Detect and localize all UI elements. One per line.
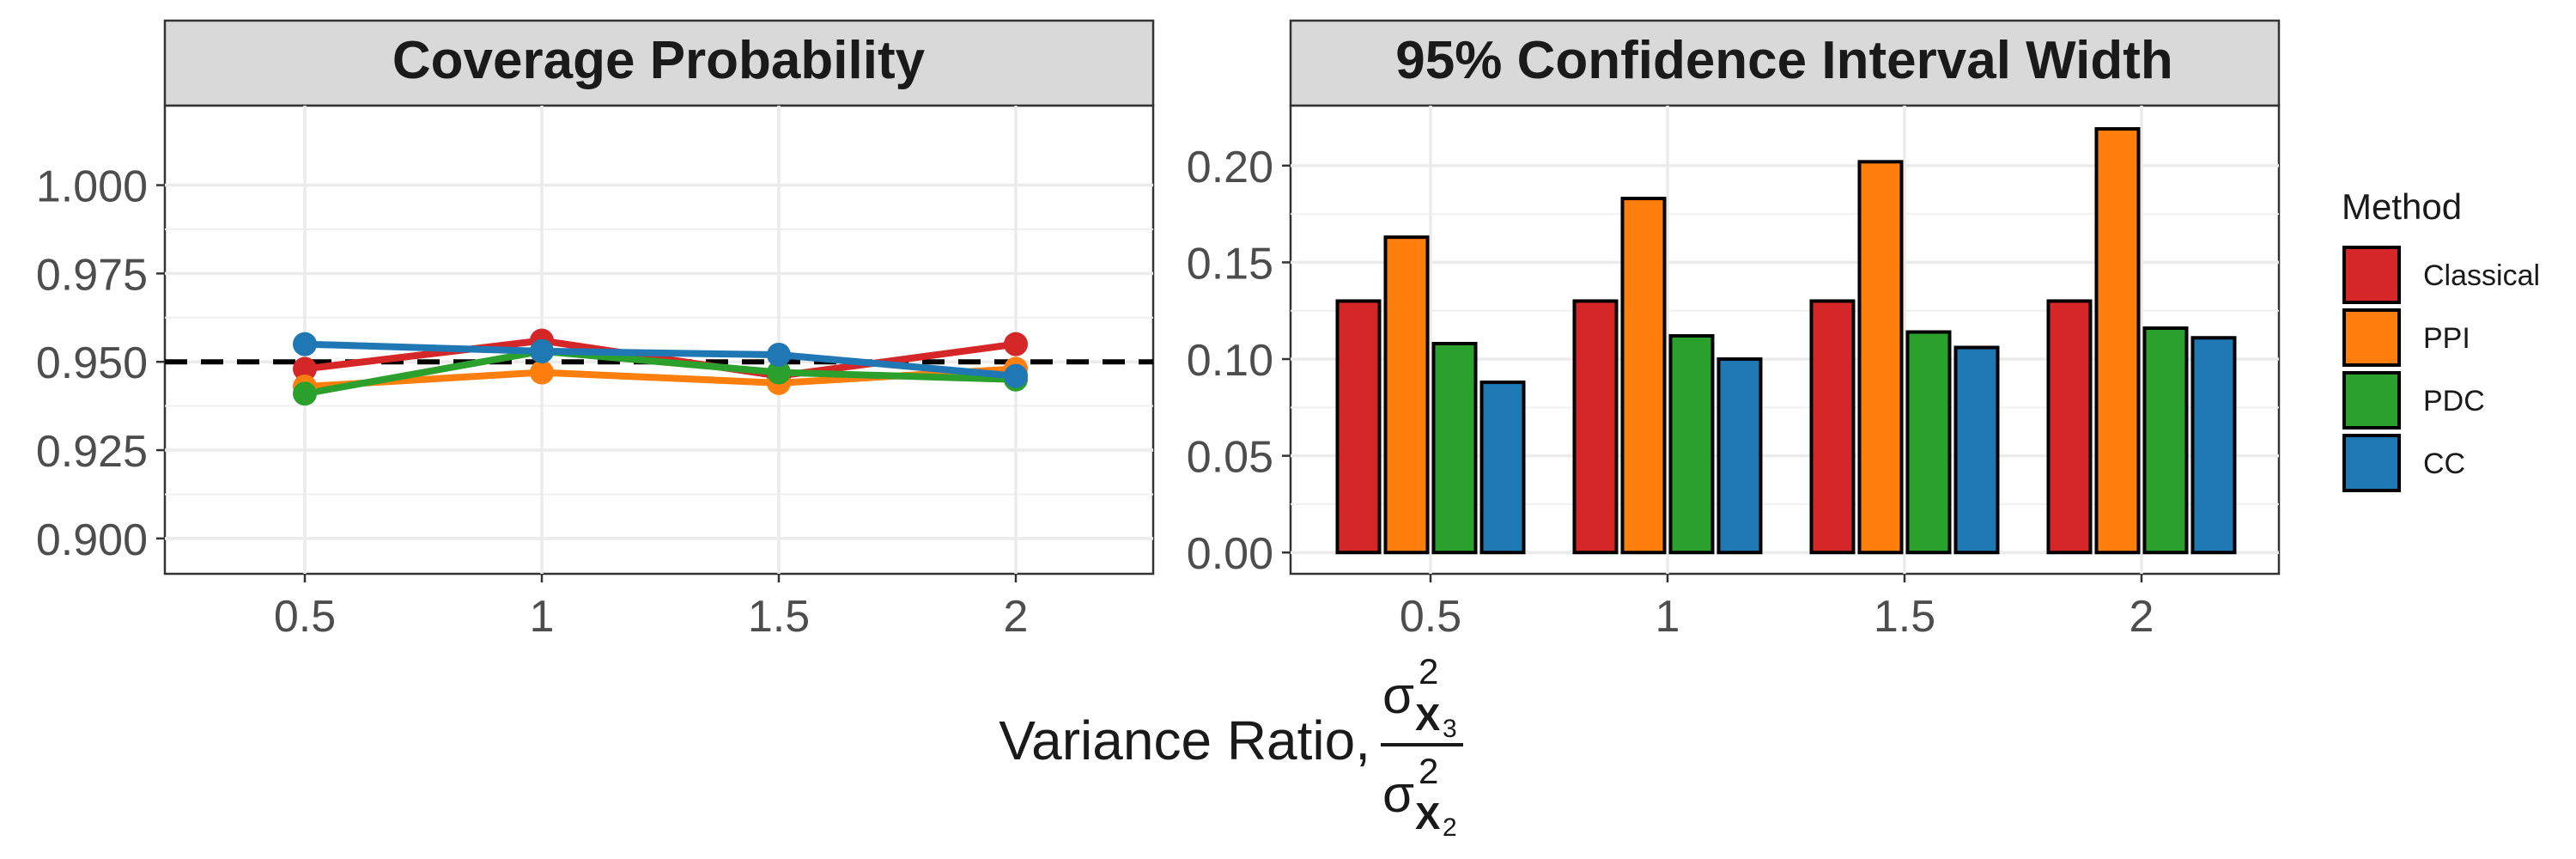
point-ppi-1: [530, 360, 554, 385]
coverage-x-axis: 0.5 1 1.5 2: [274, 574, 1029, 642]
legend: Method Classical PPI PDC CC: [2342, 186, 2540, 492]
y-tick-label: 0.10: [1187, 336, 1273, 386]
bar-ppi-1-5: [1857, 160, 1904, 555]
ci-strip-background: [1289, 19, 2281, 107]
legend-swatch-pdc: [2342, 371, 2401, 430]
ci-panel-title: 95% Confidence Interval Width: [1395, 31, 2172, 90]
coverage-gridlines: [165, 106, 1153, 574]
bar-pdc-0-5: [1431, 342, 1478, 555]
bar-classical-1-5: [1809, 299, 1856, 555]
bar-pdc-1: [1668, 333, 1715, 555]
x-tick-label: 0.5: [274, 592, 336, 642]
series-line-cc: [304, 340, 1017, 380]
y-tick-label: 0.900: [36, 515, 148, 565]
y-tick-label: 0.05: [1187, 433, 1273, 483]
numerator-subscript: 3: [1443, 715, 1457, 743]
point-pdc-0-5: [293, 381, 317, 406]
legend-label-pdc: PDC: [2423, 385, 2485, 417]
denominator-x: X: [1415, 795, 1440, 838]
point-cc-1-5: [767, 342, 791, 367]
x-tick-label: 1.5: [1874, 592, 1935, 642]
bar-pdc-2: [2142, 326, 2189, 555]
legend-label-cc: CC: [2423, 448, 2465, 480]
bar-classical-1: [1572, 299, 1619, 555]
x-axis-label: Variance Ratio, σ 2 X 3 σ 2 X 2: [999, 651, 1463, 842]
point-cc-1: [530, 338, 554, 363]
bar-cc-1-5: [1953, 345, 2000, 555]
legend-swatch-cc: [2342, 434, 2401, 492]
bar-ppi-2: [2094, 127, 2141, 555]
coverage-series: [293, 328, 1028, 406]
x-axis-label-prefix: Variance Ratio,: [999, 710, 1370, 771]
x-tick-label: 1.5: [748, 592, 810, 642]
x-tick-label: 1: [1656, 592, 1680, 642]
bar-cc-0-5: [1479, 381, 1526, 555]
numerator-sigma: σ: [1382, 667, 1414, 724]
bar-classical-2: [2046, 299, 2093, 555]
numerator-x: X: [1415, 697, 1440, 739]
y-tick-label: 0.975: [36, 250, 148, 300]
bar-ppi-1: [1620, 197, 1667, 555]
y-tick-label: 0.20: [1187, 143, 1273, 192]
bar-cc-2: [2190, 336, 2237, 555]
coverage-panel-title: Coverage Probability: [392, 31, 926, 90]
point-cc-0-5: [293, 332, 317, 356]
legend-entries: Classical PPI PDC CC: [2342, 246, 2540, 492]
y-tick-label: 0.15: [1187, 239, 1273, 289]
x-tick-label: 2: [2129, 592, 2154, 642]
x-tick-label: 1: [530, 592, 555, 642]
coverage-probability-panel: Coverage Probability 1.000 0.975 0.950 0.92…: [36, 19, 1155, 642]
y-tick-label: 0.925: [36, 427, 148, 477]
denominator-subscript: 2: [1443, 813, 1457, 842]
legend-title: Method: [2342, 186, 2462, 227]
point-cc-2: [1004, 363, 1028, 388]
bar-classical-0-5: [1335, 299, 1382, 555]
ci-bars: [1335, 127, 2237, 555]
bar-ppi-0-5: [1383, 235, 1430, 555]
series-line-pdc: [304, 347, 1017, 398]
series-line-classical: [304, 337, 1017, 380]
coverage-y-axis: 1.000 0.975 0.950 0.925 0.900: [36, 162, 165, 565]
legend-label-ppi: PPI: [2423, 322, 2470, 355]
coverage-strip-background: [163, 19, 1155, 107]
x-tick-label: 2: [1004, 592, 1029, 642]
point-classical-0-5: [293, 356, 317, 381]
denominator-power: 2: [1419, 751, 1438, 791]
y-tick-label: 0.00: [1187, 529, 1273, 579]
bar-pdc-1-5: [1905, 330, 1952, 555]
legend-label-classical: Classical: [2423, 259, 2540, 292]
ci-x-axis: 0.5 1 1.5 2: [1400, 574, 2154, 642]
ci-width-panel: 95% Confidence Interval Width 0.200.150.…: [1187, 19, 2281, 642]
legend-swatch-ppi: [2342, 308, 2401, 367]
point-pdc-1-5: [767, 360, 791, 385]
numerator-power: 2: [1419, 651, 1438, 691]
point-classical-2: [1004, 332, 1028, 356]
bar-cc-1: [1716, 357, 1763, 555]
x-tick-label: 0.5: [1400, 592, 1461, 642]
ci-y-axis: 0.20 0.15 0.10 0.05 0.00: [1187, 143, 1291, 579]
legend-swatch-classical: [2342, 246, 2401, 304]
denominator-sigma: σ: [1382, 765, 1414, 823]
y-tick-label: 0.950: [36, 338, 148, 388]
y-tick-label: 1.000: [36, 162, 148, 212]
